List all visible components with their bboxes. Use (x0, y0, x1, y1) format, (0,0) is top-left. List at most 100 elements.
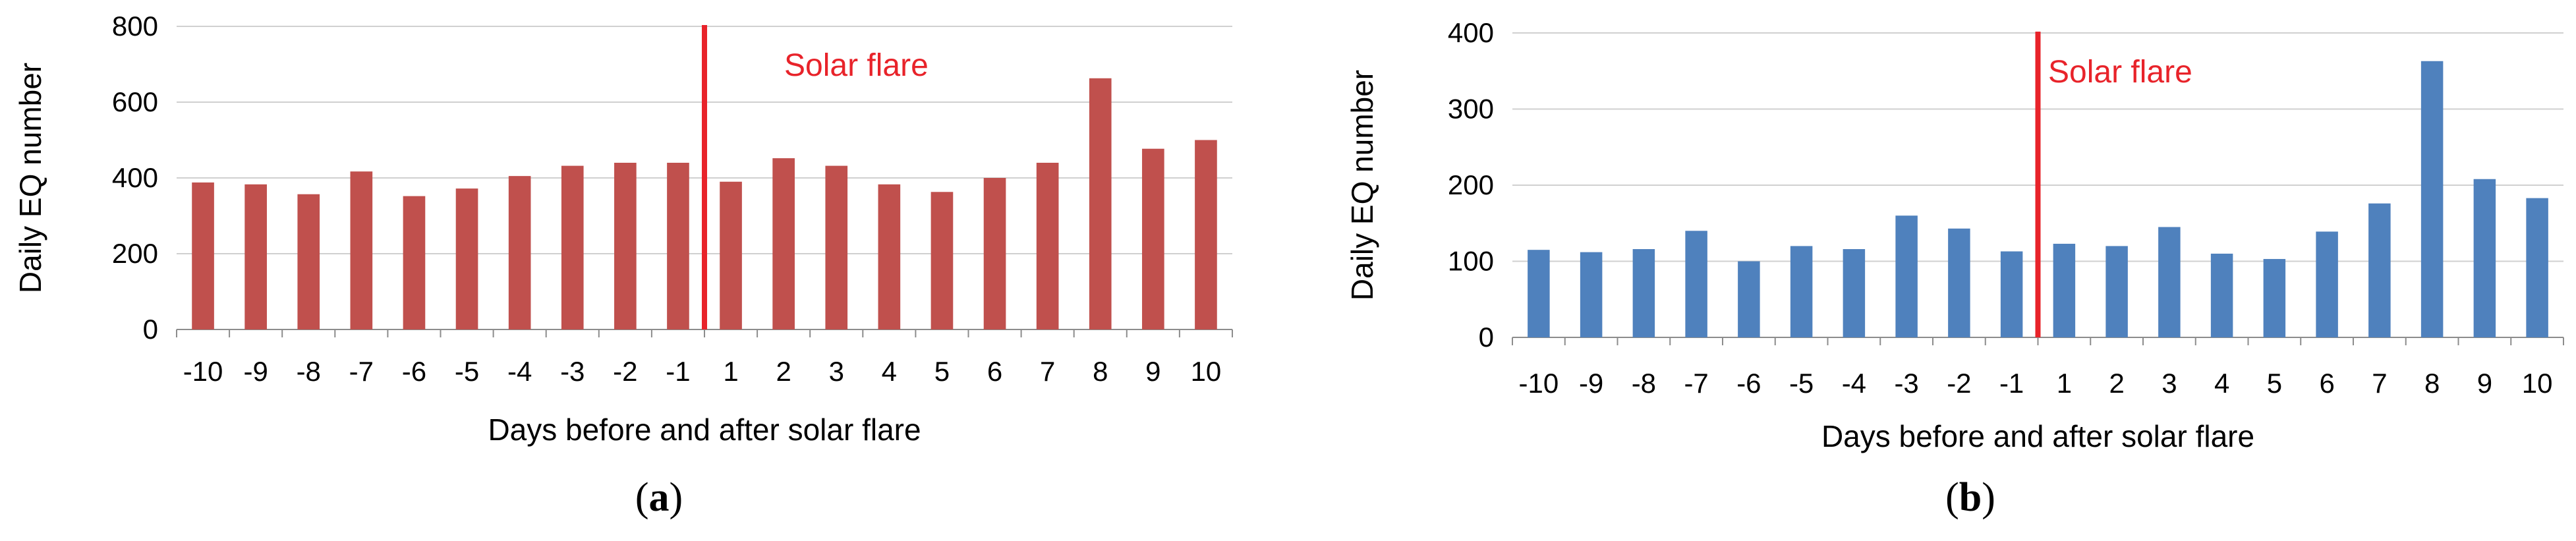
panel-label-paren: ( (1945, 475, 1959, 520)
x-tick-label: 8 (1093, 356, 1108, 387)
bar (614, 163, 637, 329)
x-tick-label: 4 (882, 356, 897, 387)
bar (1528, 250, 1550, 337)
x-tick-label: 4 (2214, 368, 2229, 399)
bar (1895, 215, 1918, 337)
y-tick-label: 600 (112, 86, 158, 117)
solar-flare-label: Solar flare (784, 48, 929, 83)
y-tick-label: 800 (112, 11, 158, 42)
x-tick-label: 8 (2424, 368, 2440, 399)
x-tick-label: -10 (183, 356, 223, 387)
bar (2000, 251, 2023, 337)
y-tick-label: 400 (1448, 17, 1494, 48)
x-tick-label: -6 (402, 356, 426, 387)
bar (350, 171, 373, 329)
x-tick-label: -5 (1789, 368, 1814, 399)
y-tick-label: 0 (143, 314, 158, 345)
y-axis-title: Daily EQ number (1345, 70, 1379, 300)
bar (1089, 78, 1112, 330)
y-tick-label: 400 (112, 162, 158, 193)
panel-label: (a) (635, 475, 683, 520)
bar (2105, 246, 2128, 337)
bar (244, 184, 267, 329)
bar (1632, 249, 1655, 337)
x-tick-label: -10 (1519, 368, 1559, 399)
x-tick-label: -3 (1894, 368, 1918, 399)
x-tick-label: 1 (723, 356, 738, 387)
x-tick-label: -9 (1579, 368, 1603, 399)
x-tick-label: 9 (1145, 356, 1160, 387)
bar (1195, 140, 1217, 329)
x-tick-label: -4 (1842, 368, 1866, 399)
bar (2368, 203, 2391, 337)
y-tick-label: 100 (1448, 246, 1494, 277)
x-tick-label: -6 (1736, 368, 1761, 399)
bar (455, 188, 478, 329)
x-tick-label: -1 (1999, 368, 2024, 399)
bar (1790, 246, 1813, 337)
chart-panel-b: 0 100 200 300 400 -10 -9 -8 -7 -6 -5 -4 -3 -2 -1 1 2 3 4 5 6… (1345, 17, 2564, 520)
bar (667, 163, 689, 329)
x-tick-label: 6 (2319, 368, 2334, 399)
bar (561, 165, 584, 329)
panel-label: (b) (1945, 475, 1995, 520)
bar (2473, 179, 2496, 337)
x-tick-label: -9 (243, 356, 268, 387)
bar (2263, 259, 2286, 337)
x-tick-label: 6 (987, 356, 1002, 387)
y-tick-label: 200 (112, 238, 158, 269)
panel-label-letter: b (1959, 475, 1982, 520)
solar-flare-label: Solar flare (2048, 55, 2192, 90)
panel-label-paren: ( (635, 475, 649, 520)
panel-label-paren: ) (1982, 475, 1995, 520)
bar (1738, 261, 1760, 337)
x-tick-label: -2 (1947, 368, 1971, 399)
y-tick-label: 0 (1479, 322, 1494, 353)
y-tick-label: 200 (1448, 169, 1494, 200)
bar (2420, 61, 2444, 338)
x-tick-label: 2 (2109, 368, 2124, 399)
bar (1843, 249, 1866, 337)
bar (403, 196, 426, 329)
x-tick-label: -1 (666, 356, 690, 387)
bar (2210, 253, 2233, 337)
bar (508, 176, 531, 329)
x-tick-label: 10 (1191, 356, 1222, 387)
bar (2526, 198, 2548, 337)
bar (192, 182, 214, 329)
bar (720, 181, 742, 329)
bar (878, 184, 901, 329)
x-tick-label: 1 (2057, 368, 2072, 399)
x-tick-label: -5 (455, 356, 479, 387)
bar (772, 158, 795, 329)
x-tick-label: -8 (1632, 368, 1656, 399)
bar (1142, 148, 1164, 329)
x-tick-label: -7 (349, 356, 374, 387)
x-tick-label: -8 (297, 356, 321, 387)
panel-label-paren: ) (670, 475, 683, 520)
panel-label-letter: a (649, 475, 670, 520)
x-tick-label: 10 (2522, 368, 2553, 399)
x-tick-label: 7 (2372, 368, 2387, 399)
bar (1685, 231, 1707, 337)
x-tick-label: 3 (829, 356, 844, 387)
x-tick-label: 7 (1040, 356, 1055, 387)
bar (930, 192, 954, 329)
bar (297, 194, 320, 329)
x-tick-label: -2 (613, 356, 637, 387)
x-tick-label: 3 (2161, 368, 2177, 399)
x-tick-label: 5 (2267, 368, 2282, 399)
bar (825, 165, 848, 329)
bar (983, 178, 1006, 329)
bar (1036, 163, 1059, 329)
bar (2316, 231, 2338, 337)
bar (2053, 243, 2076, 337)
bar (1948, 228, 1970, 337)
bar (2158, 227, 2181, 337)
x-tick-label: -4 (507, 356, 532, 387)
bar (1580, 252, 1603, 337)
x-tick-label: 2 (776, 356, 791, 387)
chart-panel-a: 0 200 400 600 800 -10 -9 -8 -7 -6 -5 -4 -3 -2 -1 1 2 3 4 5 6… (13, 11, 1233, 520)
x-axis-title: Days before and after solar flare (488, 413, 921, 447)
